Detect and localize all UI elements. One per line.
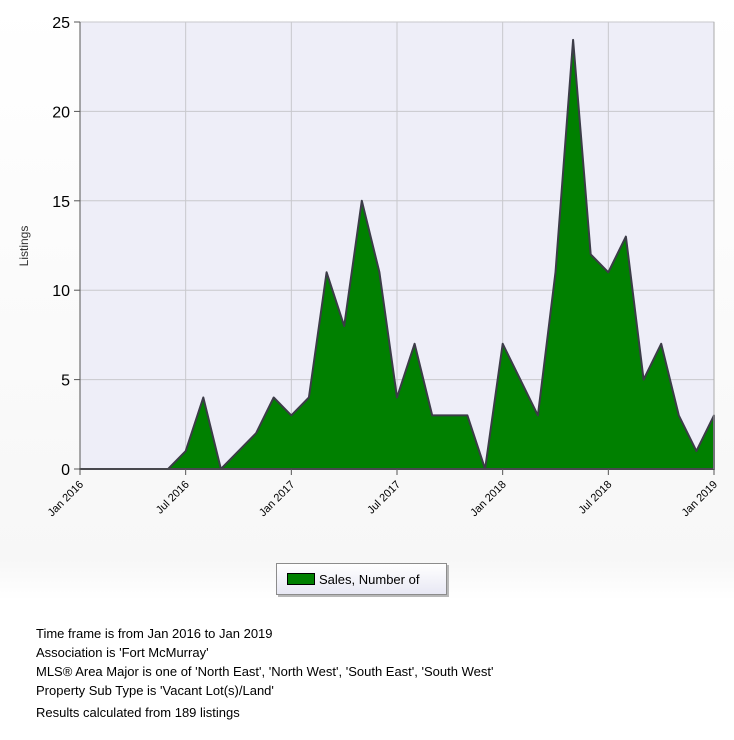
x-tick-label: Jul 2018 xyxy=(577,479,615,517)
criteria-summary: Time frame is from Jan 2016 to Jan 2019 … xyxy=(36,624,493,722)
info-time-frame: Time frame is from Jan 2016 to Jan 2019 xyxy=(36,626,273,641)
x-tick-label: Jan 2019 xyxy=(680,479,720,519)
area-chart: 0 5 10 15 20 25 Jan 2016 Jul 2016 Jan 2017 Jul 2… xyxy=(17,15,720,519)
legend-label-sales: Sales, Number of xyxy=(319,571,420,587)
x-tick-label: Jan 2017 xyxy=(257,479,297,519)
y-tick-label: 5 xyxy=(61,373,70,390)
y-tick-labels: 0 5 10 15 20 25 xyxy=(52,15,70,479)
x-tick-label: Jan 2018 xyxy=(468,479,508,519)
series-area-sales xyxy=(79,38,715,470)
x-tick-labels: Jan 2016 Jul 2016 Jan 2017 Jul 2017 Jan 2018… xyxy=(46,479,720,519)
y-tick-label: 0 xyxy=(61,462,70,479)
axes xyxy=(74,21,715,475)
info-results-count: Results calculated from 189 listings xyxy=(36,705,240,720)
chart-legend: Sales, Number of xyxy=(276,563,447,595)
y-tick-label: 10 xyxy=(52,283,70,300)
info-association: Association is 'Fort McMurray' xyxy=(36,645,209,660)
y-tick-label: 20 xyxy=(52,104,70,121)
y-axis-label: Listings xyxy=(17,226,31,267)
x-tick-label: Jul 2016 xyxy=(154,479,192,517)
x-tick-label: Jan 2016 xyxy=(46,479,86,519)
info-area-major: MLS® Area Major is one of 'North East', … xyxy=(36,664,494,679)
y-tick-label: 25 xyxy=(52,15,70,32)
info-property-sub-type: Property Sub Type is 'Vacant Lot(s)/Land… xyxy=(36,683,274,698)
legend-swatch-sales xyxy=(287,573,315,585)
y-tick-label: 15 xyxy=(52,194,70,211)
x-tick-label: Jul 2017 xyxy=(365,479,403,517)
